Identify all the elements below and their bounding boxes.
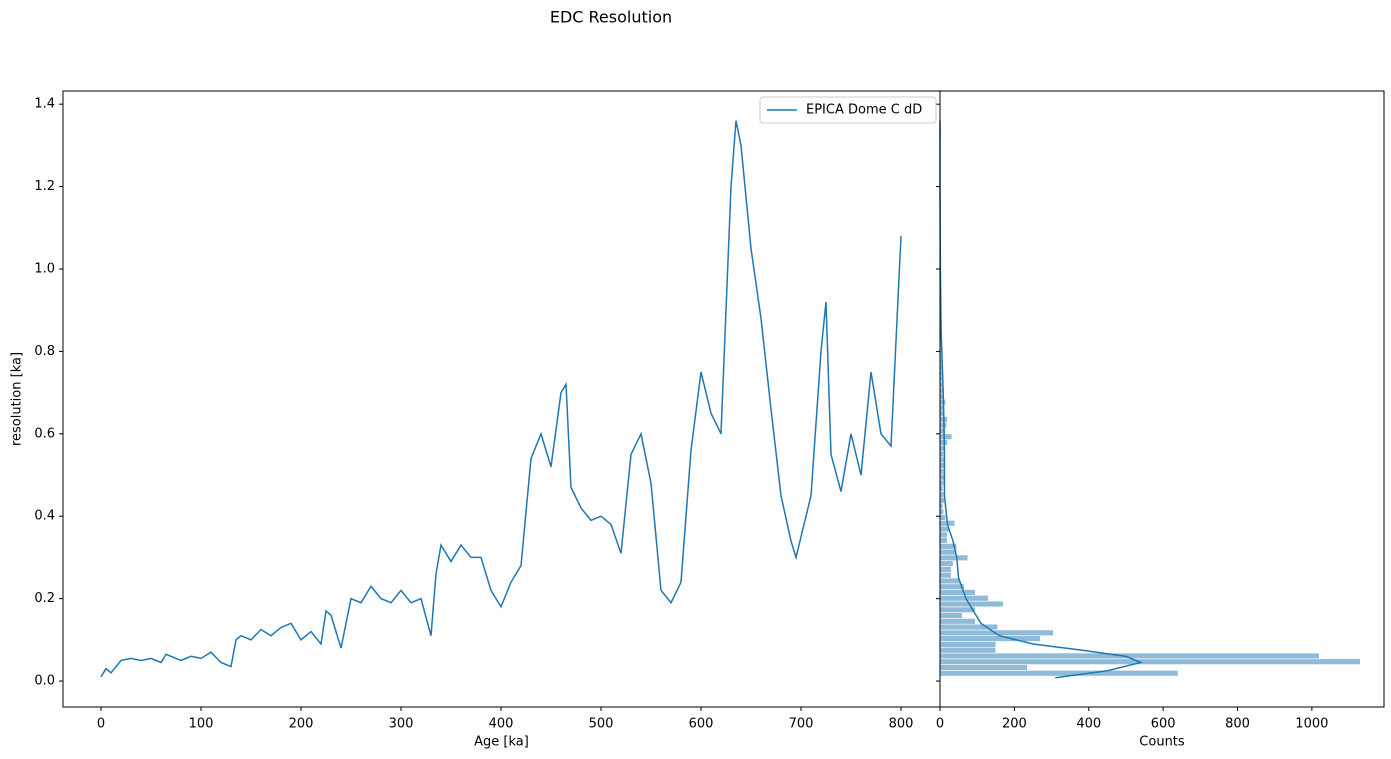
x-tick-label: 100 bbox=[189, 717, 214, 732]
y-tick-label: 0.8 bbox=[34, 344, 55, 359]
axes-frame bbox=[939, 90, 1385, 708]
hist-bar bbox=[939, 589, 976, 596]
hist-bar bbox=[939, 531, 948, 538]
hist-bar bbox=[939, 491, 945, 498]
legend: EPICA Dome C dD bbox=[759, 96, 937, 124]
hist-bar bbox=[939, 635, 1041, 642]
x-tick-label: 200 bbox=[1002, 717, 1027, 732]
hist-bar bbox=[939, 641, 997, 648]
hist-bar bbox=[939, 612, 963, 619]
hist-bar bbox=[939, 514, 946, 521]
hist-bar bbox=[939, 664, 1028, 671]
x-tick-label: 300 bbox=[389, 717, 414, 732]
x-axis-label: Age [ka] bbox=[474, 735, 529, 750]
hist-bar bbox=[939, 566, 952, 573]
hist-bar bbox=[939, 496, 945, 504]
y-tick-label: 1.0 bbox=[34, 262, 55, 277]
hist-bar bbox=[939, 433, 953, 440]
hist-bar bbox=[939, 577, 961, 585]
hist-bar bbox=[939, 537, 948, 544]
hist-bar bbox=[939, 670, 1179, 677]
legend-label: EPICA Dome C dD bbox=[806, 103, 922, 118]
y-tick-label: 0.0 bbox=[34, 674, 55, 689]
axes-frame bbox=[62, 90, 941, 708]
y-axis-label: resolution [ka] bbox=[10, 352, 25, 446]
hist-bar bbox=[939, 646, 997, 654]
x-tick-label: 200 bbox=[289, 717, 314, 732]
hist-bar bbox=[939, 468, 945, 475]
y-tick-label: 1.2 bbox=[34, 179, 55, 194]
hist-bar bbox=[939, 479, 945, 487]
hist-bar bbox=[939, 600, 1004, 608]
hist-bar bbox=[939, 658, 1361, 665]
hist-bar bbox=[939, 629, 1054, 637]
y-tick-label: 0.2 bbox=[34, 591, 55, 606]
kde-line bbox=[939, 120, 1144, 679]
legend-box bbox=[759, 96, 937, 124]
hist-bar bbox=[939, 554, 969, 562]
x-tick-label: 1000 bbox=[1295, 717, 1328, 732]
hist-bar bbox=[939, 560, 954, 567]
x-tick-label: 400 bbox=[489, 717, 514, 732]
hist-bar bbox=[939, 508, 945, 515]
x-tick-label: 0 bbox=[936, 717, 944, 732]
x-tick-label: 800 bbox=[1225, 717, 1250, 732]
x-tick-label: 700 bbox=[789, 717, 814, 732]
x-tick-label: 0 bbox=[97, 717, 105, 732]
x-tick-label: 500 bbox=[589, 717, 614, 732]
x-tick-label: 600 bbox=[1151, 717, 1176, 732]
x-tick-label: 800 bbox=[889, 717, 914, 732]
hist-bar bbox=[939, 595, 989, 602]
hist-bar bbox=[939, 618, 976, 625]
line-series bbox=[100, 120, 902, 678]
x-tick-label: 600 bbox=[689, 717, 714, 732]
y-tick-label: 0.4 bbox=[34, 509, 55, 524]
y-tick-label: 0.6 bbox=[34, 426, 55, 441]
hist-bar bbox=[939, 548, 958, 556]
hist-bar bbox=[939, 571, 952, 579]
hist-bar bbox=[939, 450, 945, 458]
figure-title: EDC Resolution bbox=[550, 8, 672, 27]
hist-bar bbox=[939, 606, 976, 613]
y-tick-label: 1.4 bbox=[34, 97, 55, 112]
x-axis-label: Counts bbox=[1139, 735, 1185, 750]
x-tick-label: 400 bbox=[1076, 717, 1101, 732]
